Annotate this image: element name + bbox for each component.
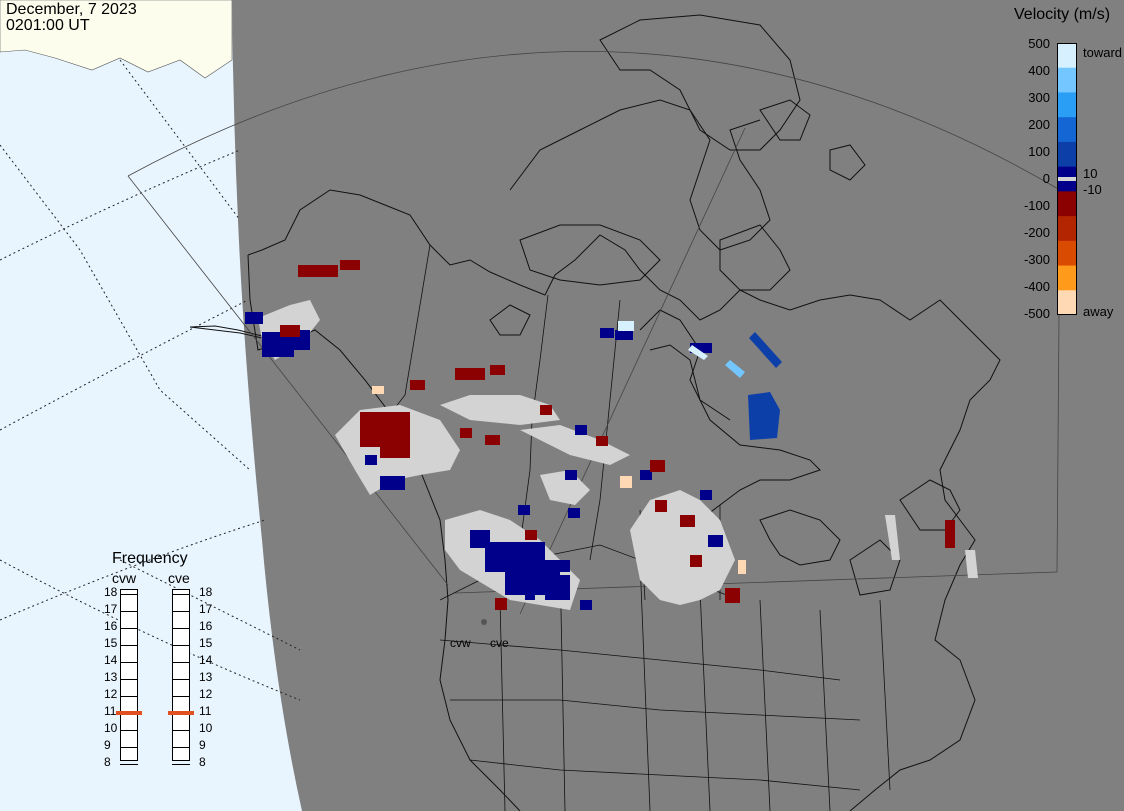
velocity-tick-label: 300 bbox=[1028, 90, 1050, 105]
radar-site-marker bbox=[481, 619, 487, 625]
frequency-marker bbox=[168, 711, 194, 715]
header-time: 0201:00 UT bbox=[6, 17, 90, 34]
frequency-title: Frequency bbox=[112, 550, 188, 567]
colorbar-segment bbox=[1057, 191, 1077, 217]
velocity-tick-label: -400 bbox=[1023, 279, 1050, 294]
frequency-marker bbox=[116, 711, 142, 715]
colorbar-segment bbox=[1057, 117, 1077, 143]
frequency-tick-left: 8 bbox=[104, 755, 111, 769]
frequency-tick-right: 17 bbox=[199, 602, 213, 616]
away-label: away bbox=[1083, 304, 1114, 319]
frequency-gridline bbox=[172, 645, 190, 646]
frequency-tick-right: 8 bbox=[199, 755, 206, 769]
frequency-gridline bbox=[172, 679, 190, 680]
frequency-radar-cvw: cvw bbox=[112, 570, 137, 586]
frequency-gridline bbox=[172, 747, 190, 748]
frequency-tick-right: 12 bbox=[199, 687, 213, 701]
frequency-tick-left: 12 bbox=[104, 687, 118, 701]
velocity-tick-label: 0 bbox=[1042, 171, 1050, 186]
frequency-tick-left: 9 bbox=[104, 738, 111, 752]
velocity-tick-label: 500 bbox=[1028, 36, 1050, 51]
frequency-gridline bbox=[172, 730, 190, 731]
frequency-gridline bbox=[120, 645, 138, 646]
day-land bbox=[0, 0, 233, 79]
radar-site-label-cve: cve bbox=[490, 636, 509, 650]
night-region bbox=[232, 0, 1124, 811]
colorbar-segment bbox=[1057, 92, 1077, 118]
velocity-returns bbox=[245, 260, 955, 610]
frequency-tick-left: 18 bbox=[104, 585, 118, 599]
velocity-tick-label: -200 bbox=[1023, 225, 1050, 240]
header-date: December, 7 2023 bbox=[6, 1, 137, 18]
colorbar-segment bbox=[1057, 141, 1077, 168]
frequency-tick-left: 15 bbox=[104, 636, 118, 650]
colorbar-segment bbox=[1057, 290, 1077, 315]
frequency-tick-right: 16 bbox=[199, 619, 213, 633]
radar-site-label-cvw: cvw bbox=[450, 636, 471, 650]
colorbar-border bbox=[1057, 43, 1077, 315]
toward-label: toward bbox=[1083, 45, 1123, 60]
frequency-gridline bbox=[120, 594, 138, 595]
colorbar-segment bbox=[1057, 265, 1077, 291]
frequency-radar-cve: cve bbox=[168, 570, 190, 586]
velocity-scale-title: Velocity (m/s) bbox=[1014, 6, 1111, 23]
frequency-gridline bbox=[172, 628, 190, 629]
frequency-tick-left: 14 bbox=[104, 653, 118, 667]
colorbar-segment bbox=[1057, 43, 1077, 69]
velocity-tick-label: -100 bbox=[1023, 198, 1050, 213]
small-negative-label: -10 bbox=[1083, 182, 1102, 197]
frequency-gridline bbox=[120, 628, 138, 629]
frequency-gridline bbox=[120, 764, 138, 765]
frequency-tick-right: 15 bbox=[199, 636, 213, 650]
frequency-tick-right: 10 bbox=[199, 721, 213, 735]
frequency-gridline bbox=[120, 730, 138, 731]
mlat-circles bbox=[0, 59, 301, 701]
frequency-tick-right: 11 bbox=[199, 704, 212, 718]
colorbar-segment bbox=[1057, 67, 1077, 93]
frequency-gridline bbox=[172, 594, 190, 595]
frequency-gridline bbox=[172, 662, 190, 663]
colorbar-segment bbox=[1057, 216, 1077, 242]
velocity-tick-label: 400 bbox=[1028, 63, 1050, 78]
frequency-tick-left: 17 bbox=[104, 602, 118, 616]
colorbar-segment bbox=[1057, 240, 1077, 267]
frequency-tick-left: 10 bbox=[104, 721, 118, 735]
frequency-tick-left: 13 bbox=[104, 670, 118, 684]
small-positive-label: 10 bbox=[1083, 166, 1098, 181]
frequency-gridline bbox=[172, 611, 190, 612]
colorbar-ground-scatter bbox=[1057, 177, 1077, 181]
velocity-tick-label: 100 bbox=[1028, 144, 1050, 159]
frequency-tick-left: 16 bbox=[104, 619, 118, 633]
frequency-tick-right: 18 bbox=[199, 585, 213, 599]
frequency-tick-left: 11 bbox=[104, 704, 117, 718]
velocity-tick-label: -500 bbox=[1023, 306, 1050, 321]
velocity-tick-label: 200 bbox=[1028, 117, 1050, 132]
velocity-colorbar bbox=[1057, 43, 1077, 315]
frequency-scale-cve bbox=[172, 589, 190, 761]
frequency-gridline bbox=[120, 747, 138, 748]
velocity-tick-label: -300 bbox=[1023, 252, 1050, 267]
frequency-scale-cvw bbox=[120, 589, 138, 761]
frequency-gridline bbox=[120, 679, 138, 680]
frequency-gridline bbox=[120, 696, 138, 697]
frequency-gridline bbox=[172, 764, 190, 765]
frequency-gridline bbox=[120, 662, 138, 663]
frequency-tick-right: 13 bbox=[199, 670, 213, 684]
frequency-gridline bbox=[120, 611, 138, 612]
frequency-tick-right: 9 bbox=[199, 738, 206, 752]
frequency-gridline bbox=[172, 696, 190, 697]
frequency-tick-right: 14 bbox=[199, 653, 213, 667]
